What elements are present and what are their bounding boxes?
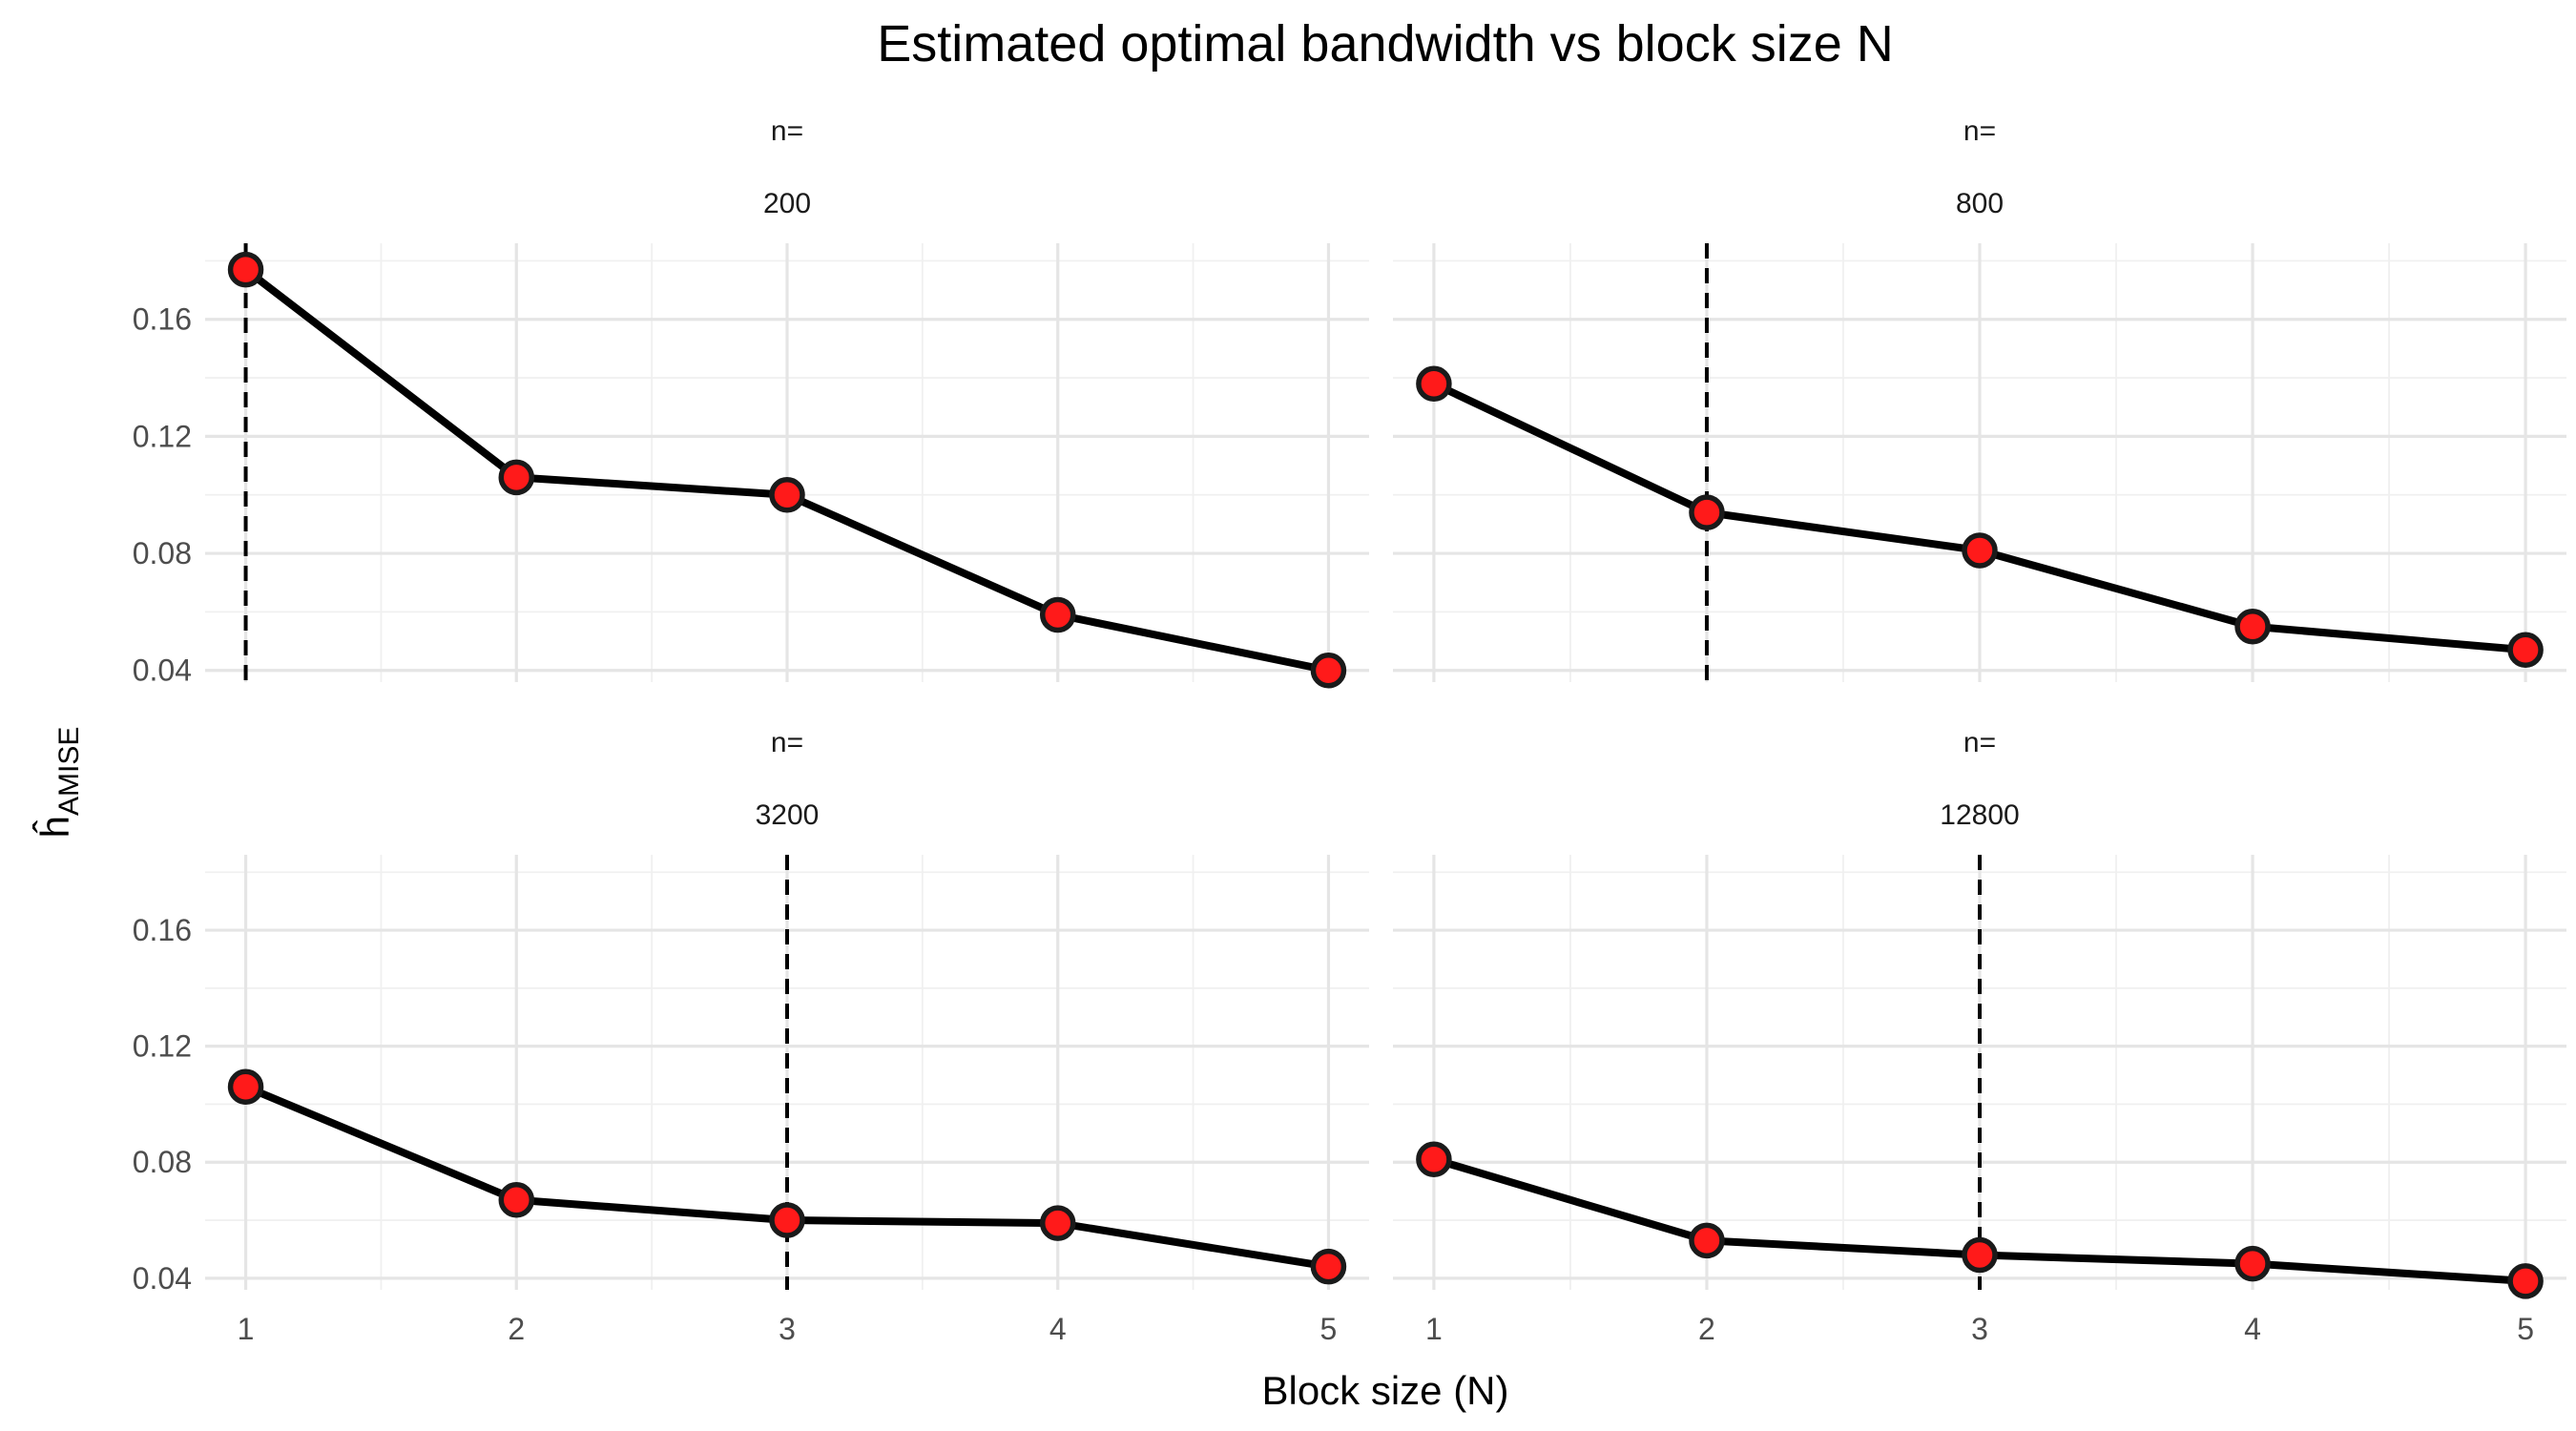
y-tick-label: 0.16: [133, 913, 192, 947]
facet-strip-value: 800: [1956, 188, 2004, 219]
data-point: [2234, 1245, 2271, 1282]
facet-panel: n= 800: [1393, 115, 2566, 682]
data-point: [1416, 1141, 1452, 1177]
data-point: [1689, 494, 1725, 530]
x-tick-label: 5: [2517, 1312, 2534, 1346]
x-tick-label: 4: [2244, 1312, 2261, 1346]
data-point: [1039, 596, 1076, 633]
data-point: [769, 476, 805, 513]
x-tick-label: 1: [1425, 1312, 1443, 1346]
x-tick-label: 3: [1971, 1312, 1988, 1346]
data-point: [2507, 632, 2544, 669]
x-tick-label: 2: [1698, 1312, 1715, 1346]
y-tick-label: 0.16: [133, 302, 192, 337]
data-point: [1962, 532, 1998, 569]
facet-strip-label: n=: [1963, 115, 1996, 147]
facet-strip-value: 200: [763, 188, 811, 219]
x-tick-label: 4: [1049, 1312, 1067, 1346]
y-axis-title-main: ĥ: [31, 816, 77, 838]
facet-strip-value: 12800: [1940, 799, 2019, 831]
data-point: [2234, 608, 2271, 645]
data-point: [1689, 1222, 1725, 1259]
data-point: [1310, 652, 1347, 689]
facet-panel: n= 200 0.04 0.08 0.12 0.16: [133, 115, 1369, 689]
data-point: [498, 459, 535, 496]
y-tick-label: 0.04: [133, 1261, 192, 1296]
facet-panel: n= 12800 1 2 3 4 5: [1393, 727, 2566, 1346]
x-tick-label: 2: [508, 1312, 525, 1346]
svg-text:ĥAMISE: ĥAMISE: [31, 727, 85, 839]
y-tick-label: 0.04: [133, 653, 192, 688]
x-axis-title: Block size (N): [1261, 1368, 1508, 1413]
data-point: [1310, 1248, 1347, 1285]
y-axis-title-subscript: AMISE: [53, 727, 85, 816]
y-tick-label: 0.08: [133, 536, 192, 570]
data-point: [498, 1182, 535, 1218]
x-tick-label: 5: [1320, 1312, 1338, 1346]
x-tick-label: 3: [779, 1312, 796, 1346]
data-point: [769, 1202, 805, 1238]
y-tick-label: 0.08: [133, 1145, 192, 1179]
data-point: [227, 1068, 264, 1105]
y-axis-title: ĥAMISE: [31, 727, 85, 839]
data-point: [2507, 1263, 2544, 1299]
facet-strip-label: n=: [771, 115, 803, 147]
facet-panel: n= 3200 0.04 0.08 0.12 0.16 1 2 3 4 5: [133, 727, 1369, 1346]
x-tick-label: 1: [238, 1312, 255, 1346]
data-point: [1416, 365, 1452, 402]
facet-strip-label: n=: [1963, 727, 1996, 758]
data-point: [1039, 1205, 1076, 1241]
chart-title: Estimated optimal bandwidth vs block siz…: [877, 15, 1893, 73]
y-tick-label: 0.12: [133, 419, 192, 453]
facet-strip-value: 3200: [756, 799, 820, 831]
data-point: [227, 251, 264, 288]
facet-strip-label: n=: [771, 727, 803, 758]
y-tick-label: 0.12: [133, 1029, 192, 1064]
data-point: [1962, 1236, 1998, 1274]
